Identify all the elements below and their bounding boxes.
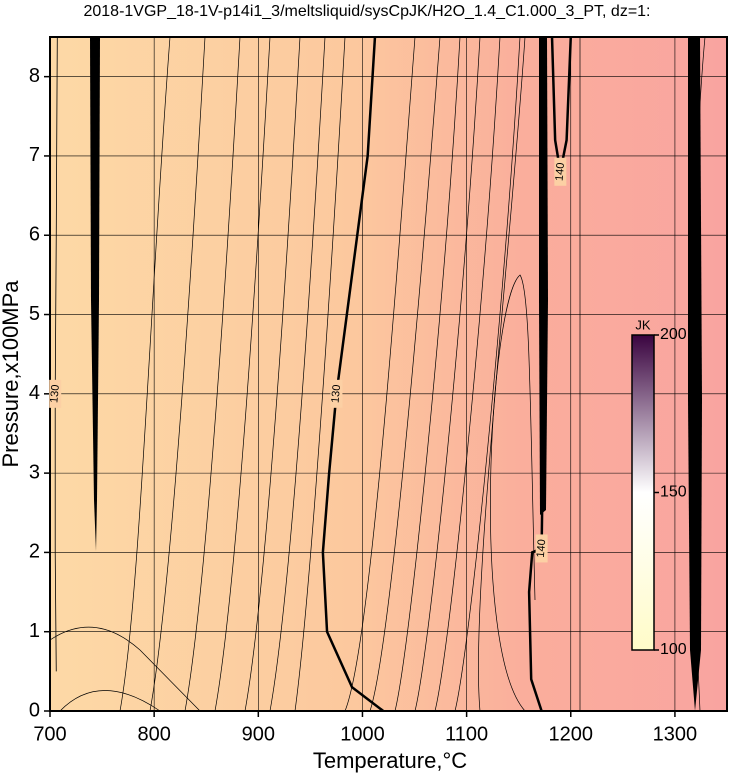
y-tick-label: 4 bbox=[29, 382, 40, 404]
contour-line bbox=[321, 36, 385, 712]
colorbar-tick-label: 100 bbox=[660, 641, 687, 658]
y-axis-label: Pressure,x100MPa bbox=[0, 280, 23, 468]
colorbar-tick-label: 200 bbox=[660, 326, 687, 343]
y-tick-label: 0 bbox=[29, 699, 40, 721]
y-tick-label: 5 bbox=[29, 303, 40, 325]
chart-title: 2018-1VGP_18-1V-p14i1_3/meltsliquid/sysC… bbox=[83, 3, 650, 20]
y-tick-label: 2 bbox=[29, 541, 40, 563]
x-axis-label: Temperature,°C bbox=[313, 748, 467, 773]
y-tick-label: 3 bbox=[29, 461, 40, 483]
contour-label-bg bbox=[554, 157, 567, 186]
x-tick-label: 800 bbox=[137, 723, 170, 745]
y-tick-label: 7 bbox=[29, 144, 40, 166]
contour-label-bg bbox=[330, 379, 343, 408]
x-tick-label: 1000 bbox=[340, 723, 385, 745]
x-tick-label: 1100 bbox=[445, 723, 488, 745]
y-tick-label: 1 bbox=[29, 620, 40, 642]
contour-label: 140 bbox=[535, 539, 549, 558]
y-tick-label: 8 bbox=[29, 65, 40, 87]
colorbar bbox=[631, 334, 655, 651]
contour-label: 130 bbox=[330, 384, 344, 403]
x-tick-label: 1300 bbox=[653, 723, 698, 745]
x-tick-label: 700 bbox=[33, 723, 66, 745]
colorbar-label: JK bbox=[635, 317, 651, 332]
contour-label: 130 bbox=[48, 384, 62, 403]
contour-label-bg bbox=[535, 534, 548, 563]
contour-label-bg bbox=[49, 379, 62, 408]
x-tick-label: 1200 bbox=[549, 723, 594, 745]
colorbar-tick-label: 150 bbox=[660, 484, 687, 501]
y-tick-label: 6 bbox=[29, 224, 40, 246]
x-tick-label: 900 bbox=[242, 723, 275, 745]
dense-contours bbox=[90, 37, 702, 711]
contour-label: 140 bbox=[553, 162, 567, 181]
